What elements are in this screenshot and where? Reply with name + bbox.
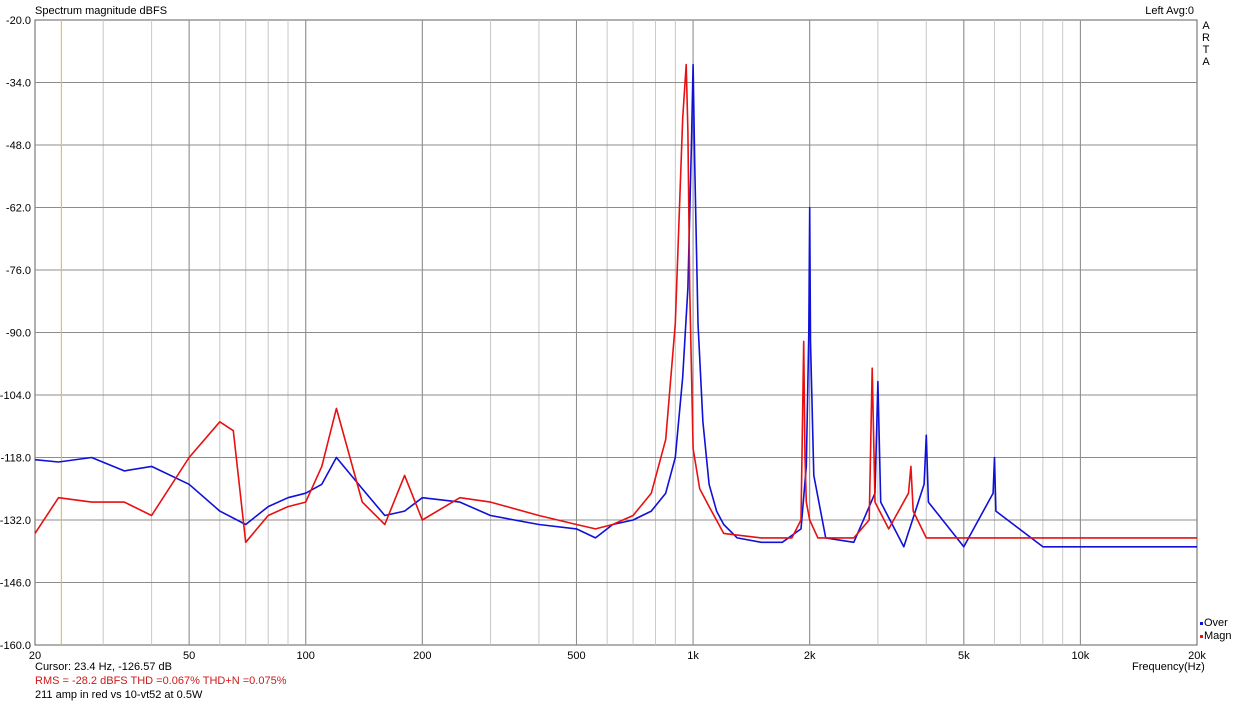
- legend-label-magn: Magn: [1204, 630, 1232, 642]
- channel-info: Left Avg:0: [1145, 5, 1194, 17]
- x-tick-label: 100: [297, 650, 315, 662]
- x-tick-label: 1k: [687, 650, 699, 662]
- arta-letter: A: [1202, 20, 1210, 32]
- y-tick-label: -132.0: [0, 515, 31, 527]
- y-tick-label: -104.0: [0, 390, 31, 402]
- chart-title: Spectrum magnitude dBFS: [35, 5, 168, 17]
- y-tick-labels: -20.0 -34.0 -48.0 -62.0 -76.0 -90.0 -104.0 -118…: [0, 15, 31, 652]
- y-tick-label: -76.0: [6, 265, 31, 277]
- x-tick-label: 20k: [1188, 650, 1206, 662]
- legend-label-over: Over: [1204, 617, 1228, 629]
- arta-logo: A R T A: [1200, 20, 1212, 68]
- y-tick-label: -34.0: [6, 78, 31, 90]
- series-line-over: [34, 63, 1197, 548]
- x-tick-label: 2k: [804, 650, 816, 662]
- y-tick-label: -62.0: [6, 203, 31, 215]
- y-tick-label: -118.0: [1, 453, 31, 465]
- y-tick-label: -20.0: [6, 15, 31, 27]
- y-tick-label: -48.0: [6, 140, 31, 152]
- y-tick-label: -160.0: [0, 640, 31, 652]
- x-tick-label: 50: [183, 650, 195, 662]
- x-tick-label: 10k: [1072, 650, 1090, 662]
- arta-letter: A: [1202, 56, 1210, 68]
- x-tick-label: 200: [413, 650, 431, 662]
- x-tick-labels: 20 50 100 200 500 1k 2k 5k 10k 20k: [29, 650, 1206, 662]
- y-tick-label: -146.0: [0, 578, 31, 590]
- x-axis-label: Frequency(Hz): [1132, 661, 1205, 673]
- legend-item-over[interactable]: Over: [1200, 617, 1228, 629]
- cursor-readout: Cursor: 23.4 Hz, -126.57 dB: [35, 661, 172, 673]
- legend-swatch-over: [1200, 621, 1203, 625]
- x-tick-label: 5k: [958, 650, 970, 662]
- legend-swatch-magn: [1200, 634, 1203, 638]
- x-tick-label: 500: [567, 650, 585, 662]
- measurement-note: 211 amp in red vs 10-vt52 at 0.5W: [35, 689, 203, 701]
- series-line-magn: [34, 63, 1197, 544]
- y-tick-label: -90.0: [6, 328, 31, 340]
- legend-item-magn[interactable]: Magn: [1200, 630, 1232, 642]
- x-tick-label: 20: [29, 650, 41, 662]
- arta-letter: T: [1202, 44, 1210, 56]
- arta-letter: R: [1202, 32, 1210, 44]
- rms-thd-readout: RMS = -28.2 dBFS THD =0.067% THD+N =0.07…: [35, 675, 287, 687]
- major-gridlines: [35, 20, 1197, 645]
- series-layer: [34, 63, 1197, 548]
